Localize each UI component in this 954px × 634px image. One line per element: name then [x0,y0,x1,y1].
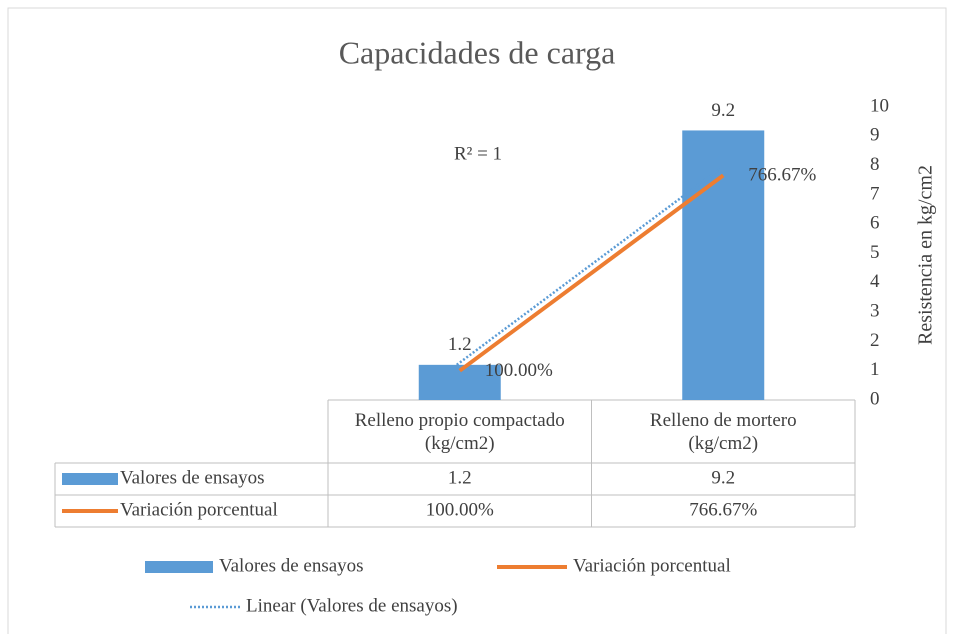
table-value: 1.2 [448,467,472,488]
category-cell: Relleno propio compactado (kg/cm2) [354,410,565,454]
data-label: 766.67% [748,165,816,186]
legend-key [145,561,213,573]
legend-label: Valores de ensayos [219,555,364,576]
table-value: 100.00% [426,499,494,520]
table-series-name: Variación porcentual [120,499,278,520]
table-value: 9.2 [711,467,735,488]
y-tick-label: 4 [870,271,880,292]
y-axis-label: Resistencia en kg/cm2 [915,165,937,345]
y-tick-label: 9 [870,125,880,146]
y-tick-label: 8 [870,154,880,175]
y-tick-label: 3 [870,300,880,321]
line-series [458,173,725,373]
data-label: 1.2 [448,334,472,355]
data-label: 100.00% [485,360,553,381]
y-tick-label: 6 [870,213,880,234]
legend-key [62,473,118,485]
x-tick-label: Relleno de mortero (kg/cm2) [649,410,797,454]
y-tick-label: 0 [870,388,880,409]
legend-label: Linear (Valores de ensayos) [246,595,458,616]
data-label: 9.2 [711,100,735,121]
y-tick-label: 1 [870,359,880,380]
chart-title: Capacidades de carga [339,34,616,70]
legend-label: Variación porcentual [573,555,731,576]
category-cell: Relleno de mortero (kg/cm2) [649,410,797,454]
table-series-name: Valores de ensayos [120,467,265,488]
trendline-annotation: R² = 1 [454,143,502,164]
table-value: 766.67% [689,499,757,520]
y-tick-label: 7 [870,183,880,204]
y-tick-label: 5 [870,242,880,263]
y-tick-label: 10 [870,95,889,116]
trendline [456,167,721,366]
y-tick-label: 2 [870,330,880,351]
chart-border [7,7,947,634]
x-tick-label: Relleno propio compactado (kg/cm2) [354,410,565,454]
